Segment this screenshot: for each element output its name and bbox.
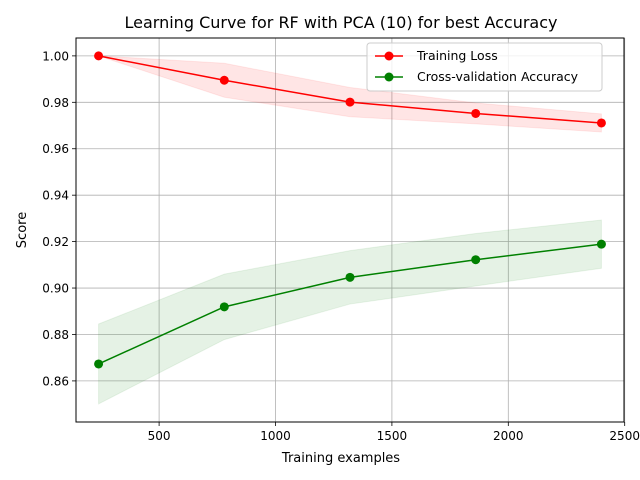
y-tick-label: 0.92 <box>42 235 69 249</box>
y-tick-label: 0.88 <box>42 328 69 342</box>
grid <box>76 38 626 422</box>
data-point <box>219 75 229 85</box>
data-point <box>596 118 606 128</box>
y-tick-label: 0.96 <box>42 142 69 156</box>
y-tick-label: 0.86 <box>42 374 69 388</box>
series-points <box>94 51 606 369</box>
legend: Training Loss Cross-validation Accuracy <box>366 42 603 92</box>
legend-box <box>366 42 603 92</box>
y-tick-label: 0.90 <box>42 282 69 296</box>
y-axis-label: Score <box>15 212 30 248</box>
y-tick-label: 0.94 <box>42 189 69 203</box>
y-tick-label: 1.00 <box>42 49 69 63</box>
x-tick-label: 1000 <box>260 429 291 443</box>
legend-label-cv: Cross-validation Accuracy <box>417 69 579 84</box>
x-tick-label: 1500 <box>377 429 408 443</box>
x-axis-label: Training examples <box>281 451 400 466</box>
data-point <box>345 97 355 107</box>
series-band-1 <box>98 219 602 405</box>
data-point <box>219 302 229 312</box>
x-tick-label: 500 <box>148 429 171 443</box>
x-tick-label: 2000 <box>493 429 524 443</box>
legend-label-training: Training Loss <box>416 48 498 63</box>
data-point <box>94 51 104 61</box>
y-tick-label: 0.98 <box>42 96 69 110</box>
legend-marker-training <box>384 51 394 61</box>
axis-ticks: 500 1000 1500 2000 2500 0.86 0.88 0.90 0.92 0.94 0… <box>42 49 640 443</box>
legend-marker-cv <box>384 72 394 82</box>
chart-title: Learning Curve for RF with PCA (10) for … <box>125 13 558 32</box>
data-point <box>471 108 481 118</box>
data-point <box>471 255 481 265</box>
data-point <box>596 239 606 249</box>
plot-frame <box>75 37 625 423</box>
x-tick-label: 2500 <box>609 429 640 443</box>
data-point <box>94 359 104 369</box>
data-point <box>345 272 355 282</box>
